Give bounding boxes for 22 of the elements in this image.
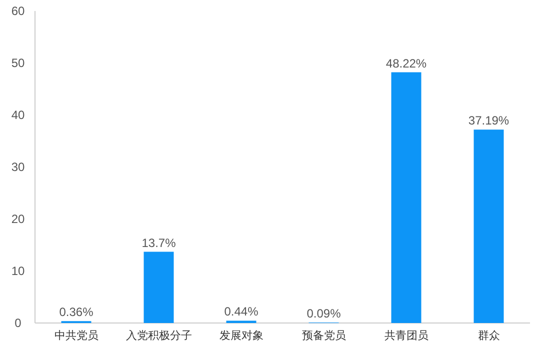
bar [391,72,422,323]
data-label: 0.44% [224,304,259,319]
data-label: 37.19% [468,114,510,128]
y-tick-label: 60 [11,4,25,18]
y-tick-label: 50 [11,56,25,70]
x-tick-label: 共青团员 [384,329,428,342]
y-tick-label: 20 [11,212,25,226]
bar [474,130,504,323]
y-tick-label: 0 [14,316,22,330]
y-tick-label: 40 [11,108,25,122]
data-label: 0.09% [306,306,342,321]
bar [144,252,174,323]
x-tick-label: 中共党员 [54,329,98,342]
x-tick-label: 入党积极分子 [126,329,192,342]
data-label: 48.22% [386,56,427,70]
x-tick-label: 预备党员 [302,329,346,342]
data-label: 13.7% [142,236,176,250]
x-tick-label: 发展对象 [219,329,264,342]
x-tick-label: 群众 [478,330,500,342]
y-tick-label: 30 [11,160,25,174]
y-tick-label: 10 [11,264,25,278]
data-label: 0.36% [59,305,94,320]
